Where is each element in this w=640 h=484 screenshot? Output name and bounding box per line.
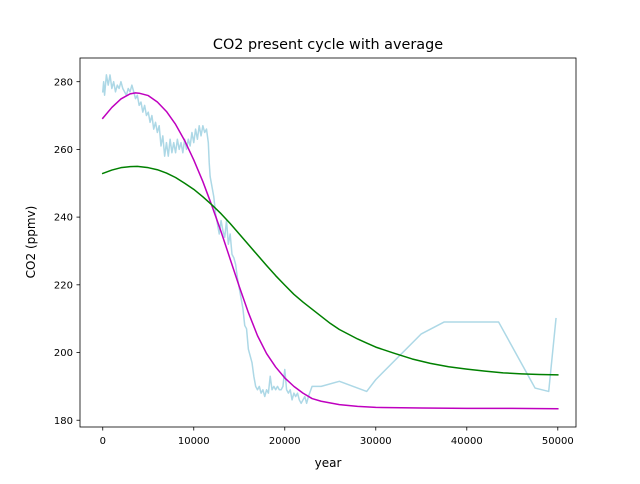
axes-layer: 0 10000 20000 30000 40000 50000 180 200 220 240 26… [54,57,577,447]
plot-frame [79,57,577,428]
y-tick-label: 200 [54,348,73,359]
series-line-1 [101,74,557,405]
x-tick-label: 20000 [269,436,301,447]
x-tick-label: 40000 [451,436,483,447]
chart-title: CO2 present cycle with average [213,37,443,53]
x-tick-label: 50000 [542,436,574,447]
y-tick-label: 240 [54,213,73,224]
x-axis-label: year [315,456,342,470]
series-line-3 [101,165,559,376]
x-tick-label: 30000 [360,436,392,447]
y-axis-label: CO2 (ppmv) [24,206,38,279]
series-line-2 [101,92,559,410]
x-tick-label: 10000 [178,436,210,447]
series-layer [101,74,559,410]
x-tick-label: 0 [100,436,106,447]
y-tick-label: 220 [54,280,73,291]
y-tick-label: 260 [54,145,73,156]
y-tick-label: 180 [54,416,73,427]
y-tick-label: 280 [54,77,73,88]
